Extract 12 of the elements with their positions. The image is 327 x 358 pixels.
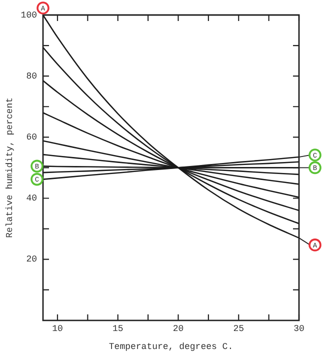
x-tick-label: 25 [233,324,244,334]
x-axis-title: Temperature, degrees C. [108,342,234,352]
y-tick-label: 80 [26,71,38,82]
y-tick-label: 20 [26,254,38,265]
y-tick-label: 60 [26,132,38,143]
x-tick-label: 15 [112,324,124,334]
y-tick-label: 40 [26,194,38,204]
y-tick-label: 100 [20,10,38,20]
x-tick-label: 20 [172,324,184,334]
y-axis-title: Relative humidity, percent [4,97,15,238]
x-tick-label: 30 [294,324,304,334]
x-tick-label: 10 [52,324,63,334]
